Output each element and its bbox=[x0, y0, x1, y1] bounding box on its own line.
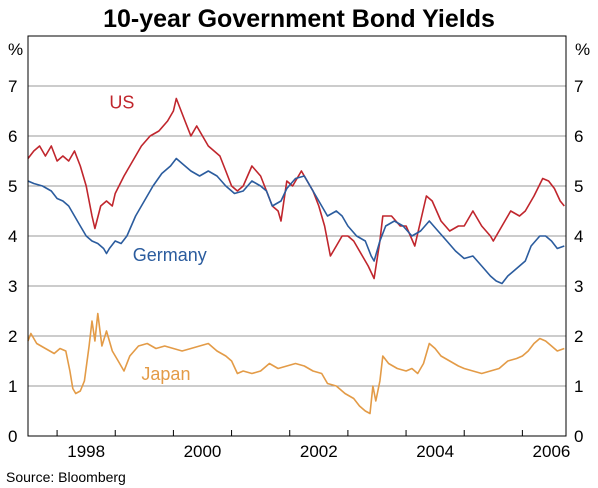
x-tick-label: 1998 bbox=[67, 442, 105, 461]
y-tick-label-right: 6 bbox=[574, 127, 583, 146]
y-axis-left: 0 1 2 3 4 5 6 7 bbox=[8, 77, 17, 446]
x-tick-label: 2002 bbox=[300, 442, 338, 461]
series-lines bbox=[27, 97, 565, 415]
series-label-germany: Germany bbox=[133, 245, 207, 265]
y-tick-label-left: 6 bbox=[8, 127, 17, 146]
y-tick-label-left: 7 bbox=[8, 77, 17, 96]
series-label-us: US bbox=[109, 93, 134, 113]
y-tick-label-left: 1 bbox=[8, 377, 17, 396]
x-tick-label: 2004 bbox=[416, 442, 454, 461]
y-tick-label-right: 2 bbox=[574, 327, 583, 346]
series-labels: US Germany Japan bbox=[109, 93, 206, 385]
plot-frame bbox=[27, 35, 567, 437]
y-tick-label-right: 0 bbox=[574, 427, 583, 446]
series-line-germany bbox=[27, 157, 565, 285]
x-tick-label: 2006 bbox=[533, 442, 571, 461]
y-axis-right: 0 1 2 3 4 5 6 7 bbox=[574, 77, 583, 446]
y-tick-label-right: 5 bbox=[574, 177, 583, 196]
left-unit-label: % bbox=[8, 40, 23, 59]
y-tick-label-right: 1 bbox=[574, 377, 583, 396]
x-tick-label: 2000 bbox=[184, 442, 222, 461]
source-note: Source: Bloomberg bbox=[6, 469, 126, 485]
series-line-japan bbox=[27, 312, 565, 415]
y-tick-label-left: 2 bbox=[8, 327, 17, 346]
y-tick-label-left: 4 bbox=[8, 227, 17, 246]
y-tick-label-left: 3 bbox=[8, 277, 17, 296]
gridlines bbox=[28, 85, 566, 387]
y-tick-label-left: 5 bbox=[8, 177, 17, 196]
series-line-us bbox=[27, 97, 565, 280]
y-tick-label-right: 3 bbox=[574, 277, 583, 296]
y-tick-label-right: 7 bbox=[574, 77, 583, 96]
x-axis-ticks: 1998 2000 2002 2004 2006 bbox=[56, 430, 571, 461]
chart-title: 10-year Government Bond Yields bbox=[103, 5, 495, 33]
y-tick-label-right: 4 bbox=[574, 227, 583, 246]
y-tick-label-left: 0 bbox=[8, 427, 17, 446]
right-unit-label: % bbox=[575, 40, 590, 59]
series-label-japan: Japan bbox=[141, 364, 190, 384]
